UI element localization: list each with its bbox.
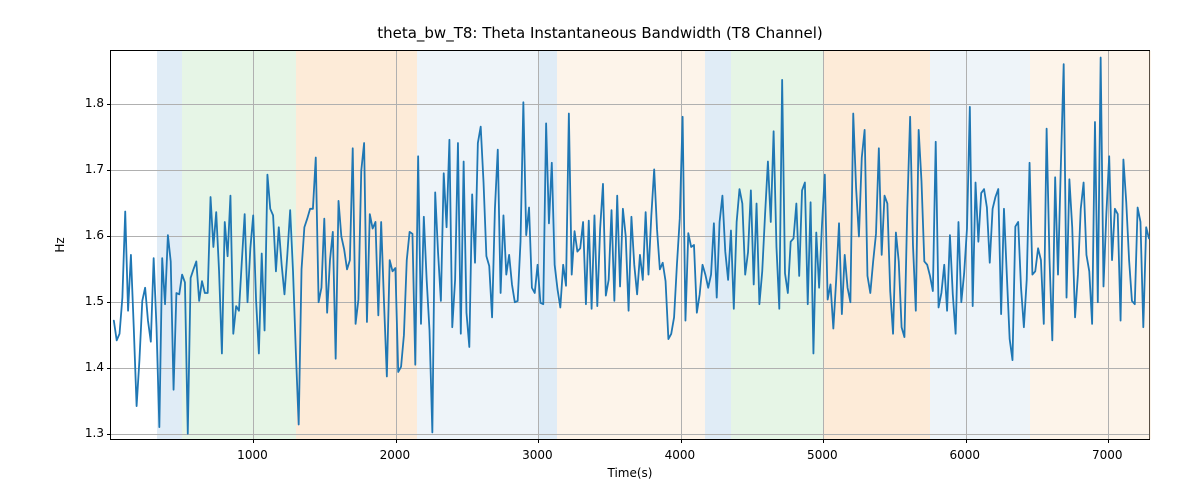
y-tick-label: 1.8	[44, 96, 104, 110]
x-tick-label: 4000	[665, 448, 696, 462]
x-tick-mark	[823, 439, 824, 443]
series-line	[114, 58, 1149, 434]
y-tick-label: 1.4	[44, 360, 104, 374]
x-tick-mark	[253, 439, 254, 443]
x-tick-mark	[966, 439, 967, 443]
x-axis-label: Time(s)	[608, 466, 653, 480]
x-tick-label: 5000	[807, 448, 838, 462]
x-tick-label: 3000	[522, 448, 553, 462]
y-tick-label: 1.3	[44, 426, 104, 440]
chart-title: theta_bw_T8: Theta Instantaneous Bandwid…	[0, 24, 1200, 42]
y-tick-label: 1.6	[44, 228, 104, 242]
x-tick-mark	[396, 439, 397, 443]
x-tick-mark	[1108, 439, 1109, 443]
x-tick-label: 7000	[1092, 448, 1123, 462]
chart-container: theta_bw_T8: Theta Instantaneous Bandwid…	[0, 0, 1200, 500]
line-layer	[111, 51, 1149, 439]
y-tick-label: 1.5	[44, 294, 104, 308]
x-tick-label: 1000	[237, 448, 268, 462]
x-tick-label: 2000	[380, 448, 411, 462]
x-tick-mark	[681, 439, 682, 443]
y-tick-label: 1.7	[44, 162, 104, 176]
x-tick-mark	[538, 439, 539, 443]
x-tick-label: 6000	[950, 448, 981, 462]
plot-area	[110, 50, 1150, 440]
